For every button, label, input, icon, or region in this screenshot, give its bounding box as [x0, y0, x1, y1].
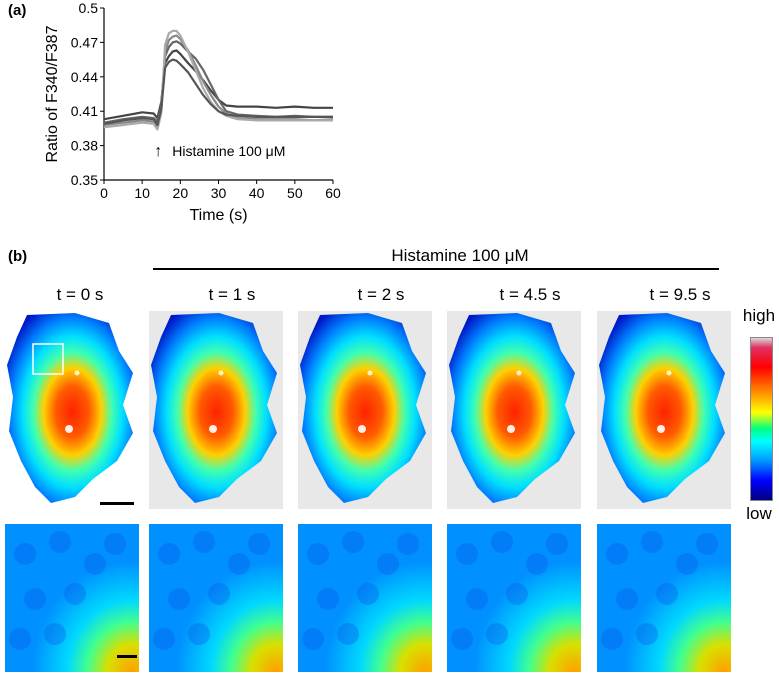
time-label-2: t = 2 s — [357, 285, 405, 304]
line-chart: 0.35 0.38 0.41 0.44 0.47 0.5 0 10 20 30 40 50 60 Time… — [44, 0, 341, 224]
panel-b-label: (b) — [8, 248, 28, 265]
x-tick-label: 10 — [134, 185, 150, 201]
series-line-4 — [103, 29, 333, 131]
y-tick-label: 0.5 — [79, 0, 99, 16]
time-label-3: t = 4.5 s — [499, 285, 561, 304]
panel-a-label: (a) — [8, 2, 27, 19]
x-tick-label: 0 — [100, 185, 108, 201]
y-tick-label: 0.44 — [71, 69, 98, 85]
zoom-image-1 — [149, 524, 283, 672]
series-line-5 — [103, 58, 333, 127]
cell-image-0 — [5, 311, 139, 509]
zoom-image-4 — [597, 524, 731, 672]
cell-image-3 — [447, 311, 581, 509]
histamine-arrow-icon: ↑ — [154, 143, 162, 160]
cell-image-2 — [298, 311, 432, 509]
time-label-0: t = 0 s — [56, 285, 104, 304]
zoom-image-3 — [447, 524, 581, 672]
x-axis-title: Time (s) — [189, 207, 247, 224]
x-tick-label: 30 — [211, 185, 227, 201]
x-tick-label: 40 — [249, 185, 265, 201]
treatment-bar — [153, 268, 719, 270]
y-tick-label: 0.47 — [71, 34, 98, 50]
time-label-4: t = 9.5 s — [649, 285, 711, 304]
zoom-image-2 — [298, 524, 432, 672]
x-tick-label: 20 — [173, 185, 189, 201]
series-line-1 — [103, 49, 333, 121]
colorbar-high-label: high — [742, 306, 776, 325]
y-tick-label: 0.38 — [71, 138, 98, 154]
colorbar-low-label: low — [746, 504, 772, 523]
annotation-label: Histamine 100 μM — [172, 143, 285, 159]
y-tick-label: 0.41 — [71, 103, 98, 119]
y-tick-label: 0.35 — [71, 172, 98, 188]
x-tick-label: 60 — [325, 185, 341, 201]
y-axis-title: Ratio of F340/F387 — [44, 25, 61, 162]
colorbar — [750, 337, 773, 501]
x-tick-label: 50 — [287, 185, 303, 201]
zoom-image-0 — [5, 524, 139, 672]
treatment-label: Histamine 100 μM — [391, 246, 529, 265]
cell-image-4 — [597, 311, 731, 509]
cell-image-1 — [149, 311, 283, 509]
time-label-1: t = 1 s — [208, 285, 256, 304]
